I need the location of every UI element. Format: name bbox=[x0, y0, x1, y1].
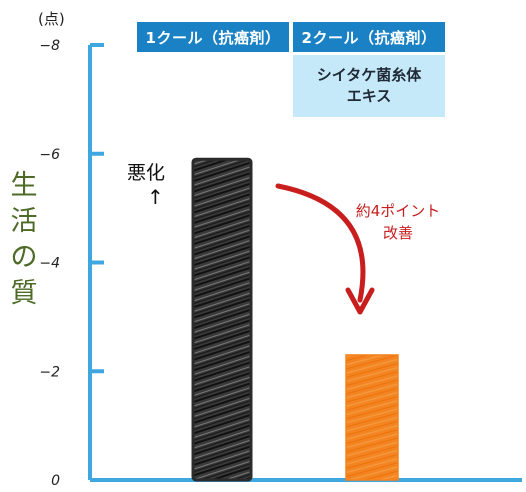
y-tick-label: −8 bbox=[39, 38, 60, 54]
y-tick-label: 0 bbox=[51, 473, 60, 489]
unit-label: (点) bbox=[38, 10, 65, 28]
category-header-2: 2クール（抗癌剤） bbox=[293, 22, 445, 52]
improvement-line-2: 改善 bbox=[382, 224, 413, 242]
bars bbox=[191, 157, 399, 482]
y-ticks: 0 −2 −4 −6 −8 bbox=[39, 38, 104, 489]
improvement-annotation: 約4ポイント 改善 bbox=[338, 200, 458, 244]
y-axis-label-char: の bbox=[10, 242, 38, 273]
improvement-arrow bbox=[275, 183, 366, 303]
y-axis-label: 生 活 の 質 bbox=[6, 168, 42, 312]
y-tick-label: −6 bbox=[39, 147, 60, 163]
subheader-line-1: シイタケ菌糸体 bbox=[316, 66, 422, 84]
bar-1 bbox=[191, 157, 253, 482]
y-axis-label-char: 質 bbox=[10, 278, 38, 309]
improvement-line-1: 約4ポイント bbox=[355, 202, 441, 220]
subheader-line-2: エキス bbox=[346, 87, 392, 105]
y-tick-label: −4 bbox=[39, 256, 60, 272]
worse-arrow-icon: ↑ bbox=[147, 185, 164, 209]
category-subheader-2: シイタケ菌糸体 エキス bbox=[293, 55, 445, 117]
worse-label: 悪化 bbox=[127, 162, 166, 184]
worse-annotation: 悪化 ↑ bbox=[127, 158, 165, 207]
y-axis-label-char: 活 bbox=[10, 206, 38, 237]
bar-2 bbox=[345, 354, 399, 481]
category-header-1: 1クール（抗癌剤） bbox=[137, 22, 289, 52]
improvement-arrowhead bbox=[345, 287, 375, 315]
y-axis-label-char: 生 bbox=[10, 170, 38, 201]
y-tick-label: −2 bbox=[39, 364, 60, 380]
